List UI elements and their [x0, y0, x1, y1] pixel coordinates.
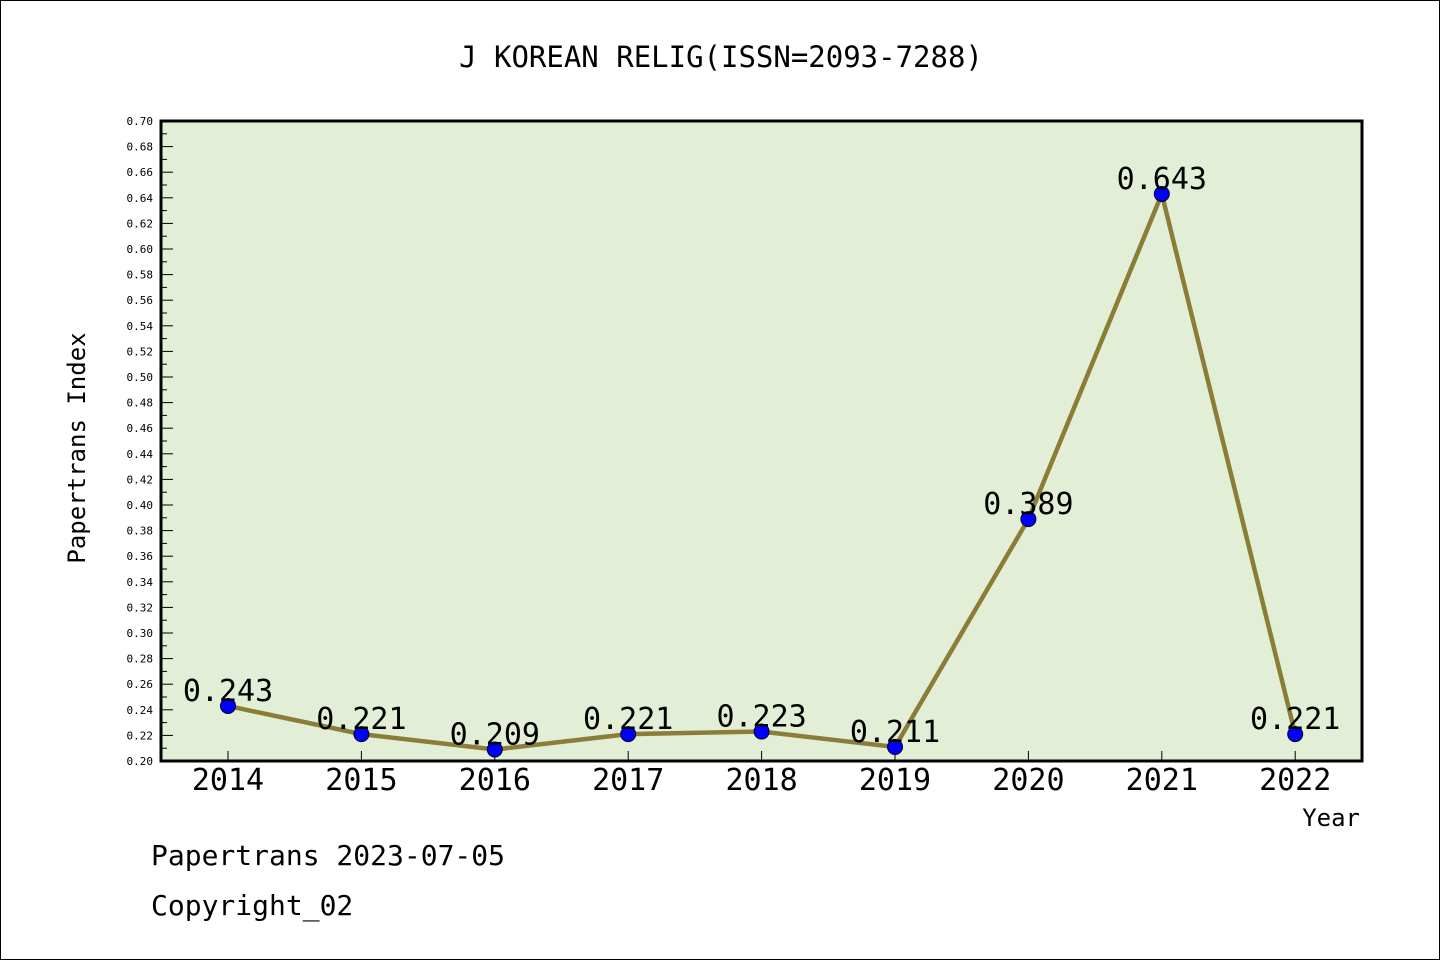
y-axis-title: Papertrans Index [63, 332, 91, 563]
y-tick-label: 0.30 [127, 627, 154, 640]
data-point [1020, 511, 1037, 528]
footer-source: Papertrans 2023-07-05 [151, 839, 505, 872]
y-tick-label: 0.54 [127, 320, 154, 333]
y-tick-label: 0.58 [127, 269, 154, 282]
data-point [1287, 726, 1304, 743]
data-labels: 0.243 0.221 0.209 0.221 0.223 0.211 0.389 0.643… [183, 162, 1341, 753]
x-tick-label: 2016 [459, 763, 531, 798]
data-label: 0.223 [716, 700, 806, 735]
data-label: 0.209 [450, 717, 540, 752]
x-tick-label: 2021 [1126, 763, 1198, 798]
plot-area [159, 119, 1364, 763]
data-point [620, 726, 637, 743]
data-point [753, 723, 770, 740]
data-label: 0.221 [316, 702, 406, 737]
x-axis-title: Year [1302, 804, 1360, 832]
y-tick-label: 0.70 [127, 115, 154, 128]
footer-copyright: Copyright_02 [151, 889, 353, 923]
y-tick-label: 0.34 [127, 576, 154, 589]
data-label: 0.211 [850, 715, 940, 750]
y-tick-label: 0.26 [127, 678, 154, 691]
x-tick-label: 2020 [992, 763, 1064, 798]
data-point [1153, 185, 1170, 202]
y-tick-label: 0.22 [127, 729, 154, 742]
data-label: 0.243 [183, 674, 273, 709]
chart-title: J KOREAN RELIG(ISSN=2093-7288) [459, 40, 983, 74]
x-tick-label: 2022 [1259, 763, 1331, 798]
x-tick-label: 2017 [592, 763, 664, 798]
y-tick-label: 0.24 [127, 704, 154, 717]
y-tick-label: 0.60 [127, 243, 154, 256]
series-line [220, 185, 1304, 758]
y-tick-label: 0.66 [127, 166, 154, 179]
x-tick-label: 2019 [859, 763, 931, 798]
y-tick-label: 0.64 [127, 192, 154, 205]
y-tick-label: 0.36 [127, 550, 154, 563]
y-tick-label: 0.68 [127, 141, 154, 154]
y-tick-label: 0.48 [127, 397, 154, 410]
x-tick-label: 2018 [725, 763, 797, 798]
data-label: 0.643 [1117, 162, 1207, 197]
y-tick-label: 0.28 [127, 653, 154, 666]
y-tick-label: 0.42 [127, 473, 154, 486]
y-tick-label: 0.56 [127, 294, 154, 307]
data-point [887, 738, 903, 755]
y-tick-label: 0.38 [127, 525, 154, 538]
y-tick-label: 0.50 [127, 371, 154, 384]
y-tick-label: 0.44 [127, 448, 154, 461]
y-tick-label: 0.32 [127, 601, 154, 614]
x-axis: 2014 2015 2016 2017 2018 2019 2020 2021 2022 [192, 751, 1331, 798]
data-label: 0.221 [583, 702, 673, 737]
data-label: 0.221 [1250, 702, 1340, 737]
y-tick-label: 0.52 [127, 345, 154, 358]
x-tick-label: 2014 [192, 763, 264, 798]
y-tick-label: 0.46 [127, 422, 154, 435]
data-point [486, 741, 503, 758]
y-tick-label: 0.62 [127, 217, 154, 230]
data-point [353, 726, 370, 743]
data-label: 0.389 [983, 487, 1073, 522]
x-tick-label: 2015 [325, 763, 397, 798]
data-point [220, 697, 236, 714]
y-tick-label: 0.40 [127, 499, 154, 512]
y-tick-label: 0.20 [127, 755, 154, 768]
y-axis: 0.20 0.22 0.24 0.26 0.28 0.30 0.32 0.34 0.36 0.38… [127, 115, 173, 768]
